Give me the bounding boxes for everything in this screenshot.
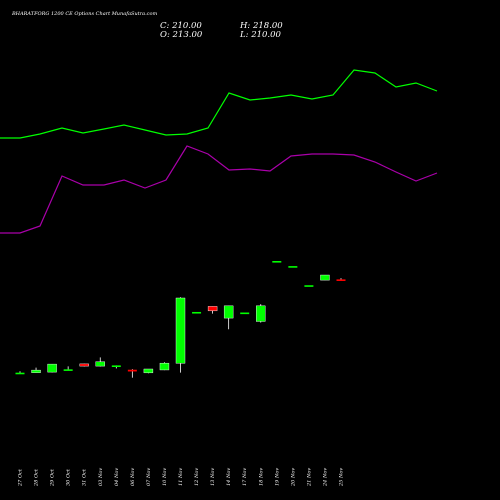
x-tick-label: 31 Oct bbox=[82, 468, 88, 486]
close-value: C: 210.00 bbox=[160, 21, 202, 31]
low-value: L: 210.00 bbox=[240, 30, 281, 40]
x-tick-label: 17 Nov bbox=[242, 468, 248, 486]
candle-body bbox=[207, 306, 218, 312]
candle-body bbox=[47, 363, 57, 373]
candle-body bbox=[192, 311, 202, 314]
x-tick-label: 24 Nov bbox=[322, 468, 328, 487]
x-tick-label: 04 Nov bbox=[114, 468, 120, 486]
high-value: H: 218.00 bbox=[240, 21, 283, 31]
candle bbox=[223, 305, 234, 330]
candle-body bbox=[79, 363, 89, 367]
candle-body bbox=[63, 369, 73, 371]
candle-body bbox=[95, 361, 105, 367]
candle-body bbox=[336, 279, 346, 281]
x-tick-label: 13 Nov bbox=[210, 468, 216, 486]
candle bbox=[95, 357, 105, 367]
candle bbox=[143, 368, 154, 374]
x-tick-label: 06 Nov bbox=[130, 468, 136, 486]
x-tick-label: 21 Nov bbox=[306, 468, 312, 487]
x-tick-label: 12 Nov bbox=[194, 468, 200, 486]
candle bbox=[288, 266, 298, 268]
x-axis-ticks: 27 Oct 28 Oct 29 Oct 30 Oct 31 Oct 03 Nov 04 N… bbox=[18, 468, 345, 487]
x-tick-label: 14 Nov bbox=[226, 468, 232, 486]
candle bbox=[175, 297, 186, 373]
candle bbox=[31, 367, 41, 373]
x-tick-label: 10 Nov bbox=[162, 468, 168, 486]
candle-body bbox=[320, 274, 330, 281]
candle bbox=[63, 366, 73, 371]
candle bbox=[207, 306, 218, 314]
open-value: O: 213.00 bbox=[160, 30, 203, 40]
x-tick-label: 20 Nov bbox=[290, 468, 296, 487]
x-tick-label: 19 Nov bbox=[274, 468, 280, 486]
x-tick-label: 28 Oct bbox=[34, 468, 40, 487]
candle-body bbox=[159, 362, 170, 371]
candle-body bbox=[127, 369, 137, 372]
candle bbox=[47, 363, 57, 373]
candle-body bbox=[111, 365, 121, 367]
candle bbox=[79, 363, 89, 367]
candle bbox=[159, 362, 170, 371]
candle-body bbox=[31, 369, 41, 373]
candle-body bbox=[256, 305, 266, 322]
candle bbox=[320, 274, 330, 281]
candle-body bbox=[175, 297, 186, 364]
candle-body bbox=[272, 261, 282, 263]
candle bbox=[336, 278, 346, 281]
candle bbox=[111, 365, 121, 369]
x-tick-label: 30 Oct bbox=[66, 468, 72, 486]
chart-title: BHARATFORG 1200 CE Options Chart MunafaS… bbox=[12, 11, 158, 17]
candle-body bbox=[15, 372, 25, 375]
x-tick-label: 25 Nov bbox=[339, 468, 345, 487]
candle bbox=[127, 369, 137, 378]
x-tick-label: 11 Nov bbox=[178, 468, 184, 486]
candle bbox=[192, 311, 202, 314]
candle-body bbox=[143, 368, 154, 374]
candle-body bbox=[288, 266, 298, 268]
x-tick-label: 27 Oct bbox=[18, 468, 24, 487]
x-tick-label: 07 Nov bbox=[146, 468, 152, 486]
overlay-line-1 bbox=[0, 69, 438, 139]
overlay-line-2 bbox=[0, 145, 438, 234]
candle bbox=[240, 312, 250, 315]
candle-body bbox=[240, 312, 250, 315]
candle bbox=[256, 304, 266, 323]
candle-body bbox=[223, 305, 234, 319]
candle bbox=[272, 261, 282, 263]
candle bbox=[304, 285, 314, 287]
candle-body bbox=[304, 285, 314, 287]
x-tick-label: 03 Nov bbox=[98, 468, 104, 486]
x-tick-label: 29 Oct bbox=[50, 468, 56, 487]
candle bbox=[15, 371, 25, 375]
overlay-lines bbox=[0, 69, 438, 234]
x-tick-label: 18 Nov bbox=[258, 468, 264, 486]
candles bbox=[15, 261, 346, 378]
